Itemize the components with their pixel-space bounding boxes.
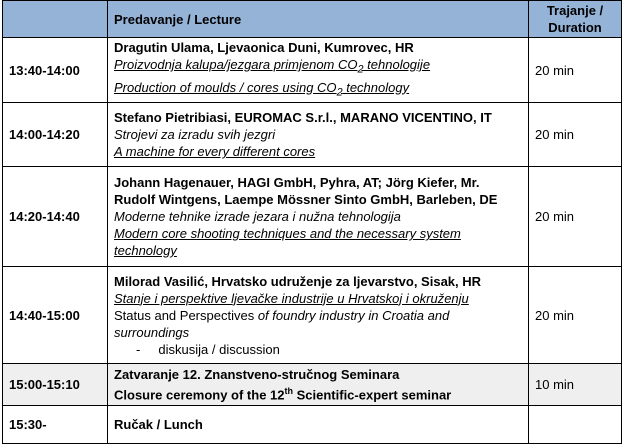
duration-cell: 20 min <box>528 266 622 365</box>
title-part: of foundry industry in Croatia and surro… <box>114 307 450 340</box>
discussion-item: - diskusija / discussion <box>114 341 522 358</box>
superscript: th <box>284 386 294 397</box>
time-cell: 14:00-14:20 <box>2 102 108 168</box>
table-header: Predavanje / Lecture Trajanje / Duration <box>2 0 622 38</box>
discussion-text: diskusija / discussion <box>158 341 280 357</box>
table-row: 14:00-14:20 Stefano Pietribiasi, EUROMAC… <box>2 102 622 168</box>
duration-cell: 20 min <box>528 36 622 104</box>
title-en: Modern core shooting techniques and the … <box>114 226 461 259</box>
table-row: 15:30- Ručak / Lunch <box>2 405 622 444</box>
duration-cell: 20 min <box>528 102 622 168</box>
title-en: Production of moulds / cores using CO2 t… <box>114 79 522 102</box>
time-cell: 15:30- <box>2 405 108 444</box>
title-en: A machine for every different cores <box>114 144 316 160</box>
subscript: 2 <box>336 86 343 99</box>
title-hr: Moderne tehnike izrade jezara i nužna te… <box>114 209 401 225</box>
duration-cell: 20 min <box>528 166 622 268</box>
time-cell: 14:20-14:40 <box>2 166 108 268</box>
table-row: 14:20-14:40 Johann Hagenauer, HAGI GmbH,… <box>2 166 622 268</box>
lecture-cell: Johann Hagenauer, HAGI GmbH, Pyhra, AT; … <box>107 166 529 268</box>
header-duration: Trajanje / Duration <box>528 0 622 38</box>
table-row: 14:40-15:00 Milorad Vasilić, Hrvatsko ud… <box>2 266 622 365</box>
time-cell: 13:40-14:00 <box>2 36 108 104</box>
lecture-cell: Ručak / Lunch <box>107 405 529 444</box>
duration-cell: 10 min <box>528 363 622 407</box>
bullet: - <box>136 341 141 357</box>
title-hr: Zatvaranje 12. Znanstveno-stručnog Semin… <box>114 367 400 383</box>
time-cell: 14:40-15:00 <box>2 266 108 365</box>
table-row: 13:40-14:00 Dragutin Ulama, Ljevaonica D… <box>2 36 622 104</box>
title-part: Proizvodnja kalupa/jezgara primjenom CO <box>114 57 358 72</box>
duration-cell <box>528 405 622 444</box>
title-part: Production of moulds / cores using CO <box>114 79 337 95</box>
speaker: Dragutin Ulama, Ljevaonica Duni, Kumrove… <box>114 40 414 55</box>
title-en: Closure ceremony of the 12th Scientific-… <box>114 383 522 403</box>
title-part: Closure ceremony of the 12 <box>114 387 285 403</box>
title-hr: Stanje i perspektive ljevačke industrije… <box>114 290 469 306</box>
lecture-cell: Milorad Vasilić, Hrvatsko udruženje za l… <box>107 266 529 365</box>
lecture-cell: Dragutin Ulama, Ljevaonica Duni, Kumrove… <box>107 36 529 104</box>
title-part: tehnologije <box>363 57 431 72</box>
title-part: Scientific-expert seminar <box>293 387 452 403</box>
time-cell: 15:00-15:10 <box>2 363 108 407</box>
table-row: 15:00-15:10 Zatvaranje 12. Znanstveno-st… <box>2 363 622 407</box>
speaker: Stefano Pietribiasi, EUROMAC S.r.l., MAR… <box>114 110 492 126</box>
header-time <box>2 0 108 38</box>
speaker: Milorad Vasilić, Hrvatsko udruženje za l… <box>114 273 482 289</box>
lecture-cell: Zatvaranje 12. Znanstveno-stručnog Semin… <box>107 363 529 407</box>
title-en: Status and Perspectives of foundry indus… <box>114 307 522 341</box>
lecture-cell: Stefano Pietribiasi, EUROMAC S.r.l., MAR… <box>107 102 529 168</box>
title-hr: Strojevi za izradu svih jezgri <box>114 127 276 143</box>
subscript: 2 <box>357 63 364 76</box>
header-lecture: Predavanje / Lecture <box>107 0 529 38</box>
title-hr: Proizvodnja kalupa/jezgara primjenom CO2… <box>114 56 522 79</box>
speaker: Johann Hagenauer, HAGI GmbH, Pyhra, AT; … <box>114 175 498 208</box>
title-part: Status and Perspectives <box>114 307 258 323</box>
title-part: technology <box>342 79 410 95</box>
